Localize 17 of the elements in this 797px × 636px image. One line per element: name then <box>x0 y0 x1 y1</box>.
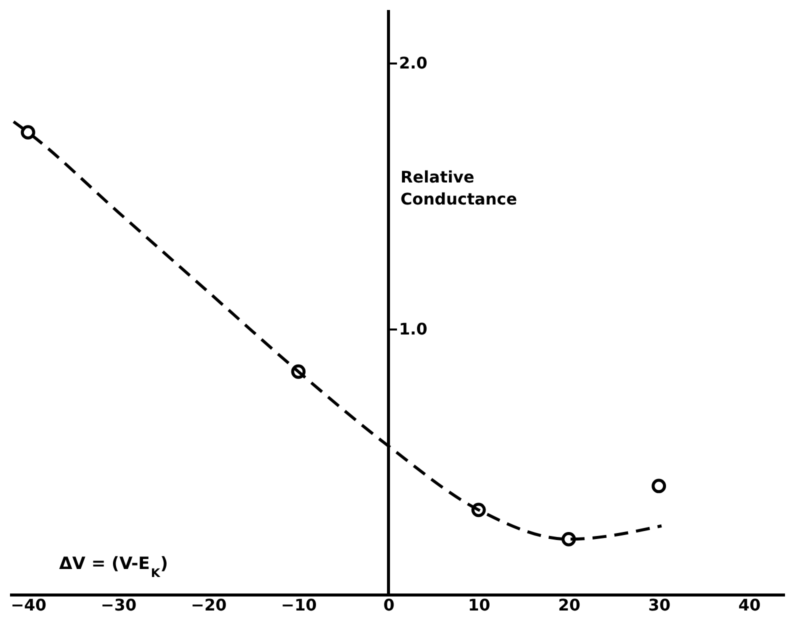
x-tick-label: 30 <box>648 596 670 614</box>
x-tick-label: 40 <box>738 596 761 614</box>
y-axis-title: Relative Conductance <box>400 168 518 209</box>
x-tick-label: −40 <box>10 596 46 614</box>
point <box>652 478 666 494</box>
y-tick-label: 2.0 <box>398 54 428 73</box>
x-tick-label: −10 <box>281 596 317 614</box>
point <box>562 532 576 546</box>
x-tick-label: 0 <box>383 596 395 614</box>
x-tick-label: 20 <box>558 596 580 614</box>
point <box>471 502 486 518</box>
y-tick-label: 1.0 <box>398 320 428 339</box>
point <box>20 125 36 140</box>
point <box>291 364 306 379</box>
x-tick-label: −30 <box>100 596 136 614</box>
x-tick-label: 10 <box>468 596 490 614</box>
x-tick-label: −20 <box>190 596 227 614</box>
